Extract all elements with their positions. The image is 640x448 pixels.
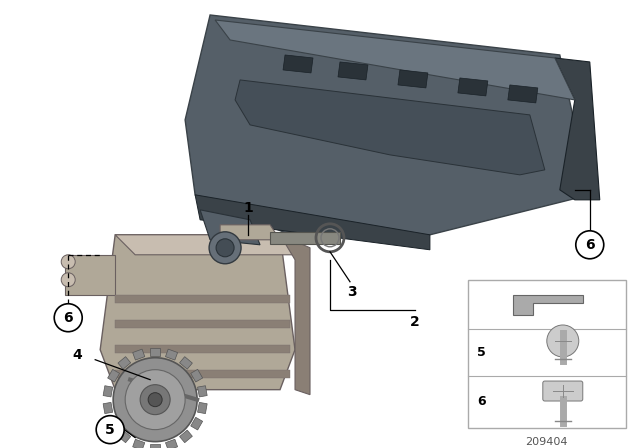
- Polygon shape: [195, 195, 430, 250]
- Circle shape: [125, 370, 185, 430]
- Polygon shape: [198, 386, 207, 397]
- Polygon shape: [166, 439, 178, 448]
- Polygon shape: [115, 345, 290, 353]
- Polygon shape: [198, 402, 207, 414]
- Polygon shape: [398, 70, 428, 88]
- Polygon shape: [103, 402, 113, 414]
- FancyBboxPatch shape: [468, 280, 626, 428]
- Polygon shape: [100, 235, 295, 390]
- Polygon shape: [118, 430, 131, 443]
- Circle shape: [113, 358, 197, 442]
- Polygon shape: [132, 439, 145, 448]
- Text: 1: 1: [243, 201, 253, 215]
- Polygon shape: [180, 430, 193, 443]
- Circle shape: [61, 255, 76, 269]
- Text: 209404: 209404: [525, 437, 568, 447]
- Text: 6: 6: [585, 238, 595, 252]
- Circle shape: [61, 273, 76, 287]
- Circle shape: [140, 385, 170, 415]
- Polygon shape: [166, 349, 178, 360]
- Polygon shape: [132, 349, 145, 360]
- Polygon shape: [235, 80, 545, 175]
- Circle shape: [576, 231, 604, 259]
- Circle shape: [547, 325, 579, 357]
- Circle shape: [209, 232, 241, 264]
- Polygon shape: [200, 210, 260, 245]
- Polygon shape: [458, 78, 488, 96]
- Circle shape: [148, 392, 162, 407]
- Text: 6: 6: [477, 395, 486, 408]
- Polygon shape: [270, 232, 340, 244]
- Polygon shape: [103, 386, 113, 397]
- Text: 6: 6: [63, 311, 73, 325]
- Polygon shape: [150, 444, 160, 448]
- Polygon shape: [65, 255, 115, 295]
- Polygon shape: [215, 20, 575, 100]
- Text: 4: 4: [72, 348, 82, 362]
- Text: 3: 3: [347, 285, 356, 299]
- Polygon shape: [280, 235, 310, 395]
- Text: 5: 5: [477, 346, 486, 359]
- Circle shape: [54, 304, 82, 332]
- Polygon shape: [191, 369, 203, 382]
- Polygon shape: [108, 418, 120, 430]
- Text: 5: 5: [106, 422, 115, 437]
- Polygon shape: [150, 348, 160, 356]
- Polygon shape: [220, 225, 280, 240]
- Polygon shape: [555, 58, 600, 200]
- Circle shape: [216, 239, 234, 257]
- Polygon shape: [115, 320, 290, 328]
- Circle shape: [96, 416, 124, 444]
- Polygon shape: [108, 369, 120, 382]
- Polygon shape: [115, 370, 290, 378]
- Polygon shape: [513, 295, 583, 315]
- Polygon shape: [115, 235, 295, 255]
- Polygon shape: [283, 55, 313, 73]
- Text: 2: 2: [410, 315, 420, 329]
- Polygon shape: [118, 357, 131, 369]
- Polygon shape: [115, 295, 290, 303]
- Polygon shape: [508, 85, 538, 103]
- FancyBboxPatch shape: [543, 381, 583, 401]
- Polygon shape: [338, 62, 368, 80]
- Polygon shape: [185, 15, 590, 235]
- Polygon shape: [180, 357, 193, 369]
- Polygon shape: [191, 418, 203, 430]
